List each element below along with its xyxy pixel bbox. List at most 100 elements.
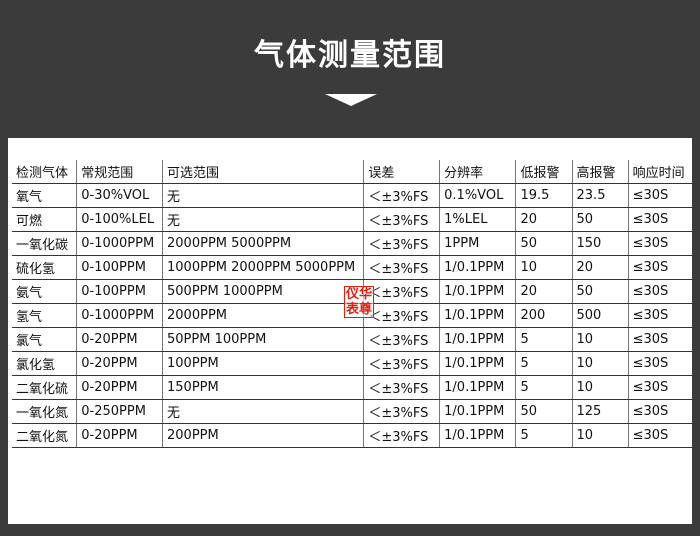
column-header: 误差	[363, 160, 440, 184]
table-cell: 0-30%VOL	[76, 183, 163, 208]
table-cell: ≤30S	[627, 255, 692, 280]
table-cell: ≤30S	[627, 183, 692, 208]
table-row: 一氧化氮 0-250PPM 无＜±3%FS 1/0.1PPM 50 125 ≤30S	[12, 399, 692, 424]
table-cell: 1/0.1PPM	[439, 423, 516, 448]
table-cell: 150PPM	[162, 375, 364, 400]
column-header: 检测气体	[12, 160, 77, 184]
table-cell: 可燃	[12, 207, 77, 232]
table-cell: 0-20PPM	[76, 423, 163, 448]
column-header: 常规范围	[76, 160, 163, 184]
table-cell: 0.1%VOL	[439, 183, 516, 208]
table-cell: 1/0.1PPM	[439, 327, 516, 352]
table-cell: 1000PPM 2000PPM 5000PPM	[162, 255, 364, 280]
table-cell: 10	[571, 423, 629, 448]
table-cell: 硫化氢	[12, 255, 77, 280]
card: 检测气体 常规范围 可选范围 误差 分辨率 低报警 高报警 响应时间 氧气 0-30%VOL 无＜±…	[8, 138, 692, 524]
table-cell: ＜±3%FS	[363, 375, 440, 400]
table-cell: 200	[515, 303, 573, 328]
table-cell: 50	[515, 231, 573, 256]
table-cell: ≤30S	[627, 303, 692, 328]
table-cell: 500	[571, 303, 629, 328]
table-cell: 0-100%LEL	[76, 207, 163, 232]
table-cell: 一氧化氮	[12, 399, 77, 424]
table-cell: 50	[571, 279, 629, 304]
table-row: 硫化氢 0-100PPM 1000PPM 2000PPM 5000PPM ＜±3%FS…	[12, 255, 692, 280]
table-row: 氯气 0-20PPM 50PPM 100PPM ＜±3%FS 1/0.1PPM 5 10 ≤3…	[12, 327, 692, 352]
table-cell: ＜±3%FS	[363, 255, 440, 280]
table-cell: 100PPM	[162, 351, 364, 376]
table-cell: 二氧化氮	[12, 423, 77, 448]
table-cell: ≤30S	[627, 351, 692, 376]
header-row: 检测气体 常规范围 可选范围 误差 分辨率 低报警 高报警 响应时间	[12, 160, 692, 184]
table-cell: 50PPM 100PPM	[162, 327, 364, 352]
table-cell: 1/0.1PPM	[439, 303, 516, 328]
title: 气体测量范围	[254, 38, 446, 73]
table-cell: 50	[515, 399, 573, 424]
table-cell: 10	[571, 327, 629, 352]
table-cell: ≤30S	[627, 279, 692, 304]
table-row: 氯化氢 0-20PPM 100PPM ＜±3%FS 1/0.1PPM 5 10 ≤30S	[12, 351, 692, 376]
table-cell: 0-1000PPM	[76, 303, 163, 328]
column-header: 低报警	[515, 160, 573, 184]
table-cell: 0-250PPM	[76, 399, 163, 424]
stamp: 仪华 表尊	[344, 286, 375, 318]
table-row: 可燃 0-100%LEL 无＜±3%FS 1%LEL 20 50 ≤30S	[12, 207, 692, 232]
table-cell: 5	[515, 351, 573, 376]
stamp-line: 表尊	[346, 302, 373, 317]
table-cell: 23.5	[571, 183, 629, 208]
table-row: 氨气 0-100PPM 500PPM 1000PPM ＜±3%FS 1/0.1PPM 20…	[12, 279, 692, 304]
arrow	[325, 94, 377, 106]
table-cell: ＜±3%FS	[363, 399, 440, 424]
table-cell: 5	[515, 327, 573, 352]
table-cell: 1/0.1PPM	[439, 255, 516, 280]
table-cell: 氢气	[12, 303, 77, 328]
table-row: 二氧化硫 0-20PPM 150PPM ＜±3%FS 1/0.1PPM 5 10 ≤30S	[12, 375, 692, 400]
table-row: 氧气 0-30%VOL 无＜±3%FS 0.1%VOL 19.5 23.5 ≤30S	[12, 183, 692, 208]
table-cell: 氨气	[12, 279, 77, 304]
table-cell: ＜±3%FS	[363, 327, 440, 352]
table-cell: 一氧化碳	[12, 231, 77, 256]
table-cell: ≤30S	[627, 231, 692, 256]
table-cell: 无	[162, 207, 364, 232]
table-cell: 1/0.1PPM	[439, 351, 516, 376]
table-cell: ＜±3%FS	[363, 231, 440, 256]
table-cell: ＜±3%FS	[363, 423, 440, 448]
table-cell: 10	[571, 375, 629, 400]
table-cell: 0-20PPM	[76, 351, 163, 376]
table-cell: ＜±3%FS	[363, 207, 440, 232]
table-cell: 二氧化硫	[12, 375, 77, 400]
table-cell: 50	[571, 207, 629, 232]
table-cell: 20	[571, 255, 629, 280]
column-header: 高报警	[571, 160, 629, 184]
table-cell: 0-100PPM	[76, 255, 163, 280]
table-cell: 0-20PPM	[76, 327, 163, 352]
table-cell: 19.5	[515, 183, 573, 208]
table-cell: ≤30S	[627, 327, 692, 352]
table-cell: ＜±3%FS	[363, 351, 440, 376]
table-cell: 0-100PPM	[76, 279, 163, 304]
table-cell: 500PPM 1000PPM	[162, 279, 364, 304]
table: 检测气体 常规范围 可选范围 误差 分辨率 低报警 高报警 响应时间 氧气 0-30%VOL 无＜±…	[12, 160, 692, 448]
table-cell: 1/0.1PPM	[439, 399, 516, 424]
table-cell: 氧气	[12, 183, 77, 208]
table-cell: 2000PPM	[162, 303, 364, 328]
table-cell: 1/0.1PPM	[439, 279, 516, 304]
table-cell: 20	[515, 279, 573, 304]
table-cell: 125	[571, 399, 629, 424]
table-cell: ≤30S	[627, 399, 692, 424]
table-cell: 10	[571, 351, 629, 376]
table-cell: 0-20PPM	[76, 375, 163, 400]
table-cell: 5	[515, 375, 573, 400]
table-row: 一氧化碳 0-1000PPM 2000PPM 5000PPM ＜±3%FS 1PPM 50…	[12, 231, 692, 256]
table-cell: 150	[571, 231, 629, 256]
table-cell: ＜±3%FS	[363, 183, 440, 208]
table-cell: 20	[515, 207, 573, 232]
table-cell: ＜±3%FS	[363, 279, 440, 304]
stamp-line: 仪华	[346, 287, 373, 302]
table-cell: ≤30S	[627, 375, 692, 400]
table-cell: 2000PPM 5000PPM	[162, 231, 364, 256]
table-cell: 氯气	[12, 327, 77, 352]
table-row: 氢气 0-1000PPM 2000PPM ＜±3%FS 1/0.1PPM 200 500 ≤3…	[12, 303, 692, 328]
table-cell: 5	[515, 423, 573, 448]
